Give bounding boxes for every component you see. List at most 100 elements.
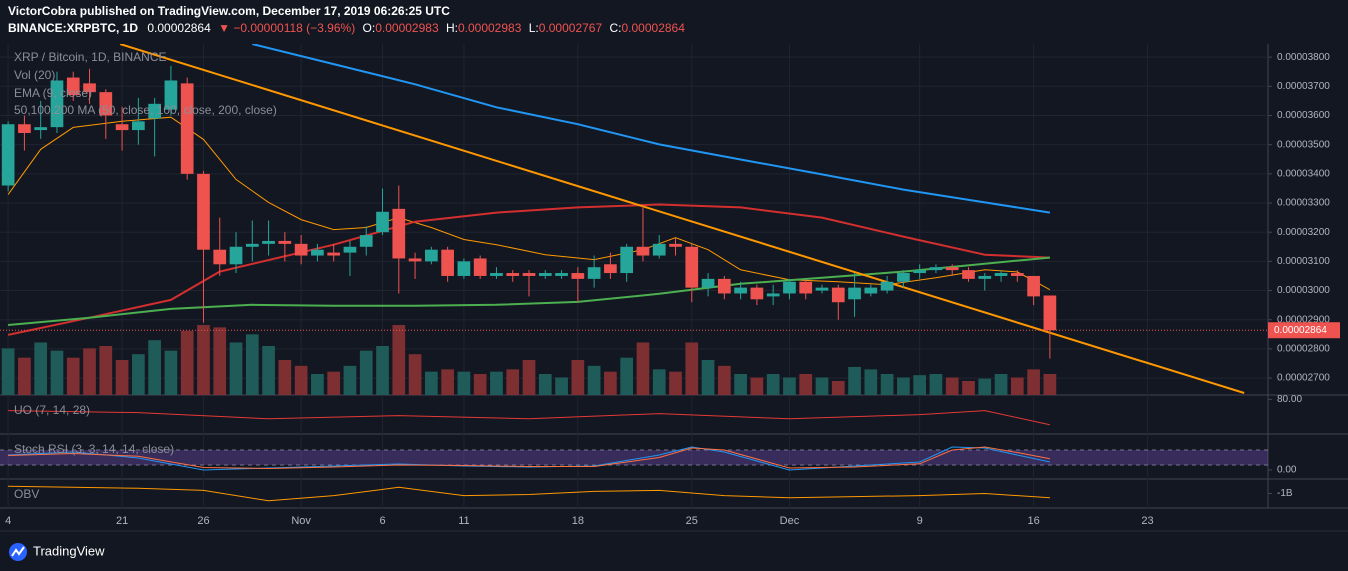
candle-body xyxy=(148,103,161,119)
volume-bar xyxy=(652,369,666,395)
candle-body xyxy=(473,258,487,276)
volume-bar xyxy=(994,374,1008,395)
candle-body xyxy=(799,281,813,294)
x-tick-label: 11 xyxy=(458,515,469,527)
volume-bar xyxy=(441,369,454,395)
volume-bar xyxy=(408,354,422,395)
candle-body xyxy=(783,281,796,294)
volume-bar xyxy=(376,346,389,395)
candle-body xyxy=(424,249,438,262)
volume-bar xyxy=(669,371,682,395)
volume-bar xyxy=(962,381,975,395)
candle-body xyxy=(717,278,731,294)
candle-body xyxy=(343,246,357,253)
candle-body xyxy=(864,287,878,294)
volume-bar xyxy=(831,381,845,395)
volume-bar xyxy=(766,374,780,395)
indicator-line xyxy=(8,446,1050,470)
candle-body xyxy=(229,246,243,265)
volume-bar xyxy=(571,360,585,395)
x-tick-label: 25 xyxy=(686,515,698,527)
volume-bar xyxy=(424,371,438,395)
volume-bar xyxy=(799,374,813,395)
volume-bar xyxy=(880,374,894,395)
volume-bar xyxy=(734,374,747,395)
indicator-line xyxy=(119,44,1245,394)
candle-body xyxy=(180,83,194,174)
y-tick-label: 0.00003000 xyxy=(1277,285,1330,296)
x-tick-label: 21 xyxy=(116,515,128,527)
candle-body xyxy=(34,127,48,131)
candle-body xyxy=(962,270,975,279)
legend-item: 50,100,200 MA (50, close, 100, close, 20… xyxy=(14,103,277,117)
volume-bar xyxy=(99,346,113,395)
volume-bar xyxy=(229,342,243,395)
volume-bar xyxy=(750,377,764,395)
volume-bar xyxy=(701,360,715,395)
volume-bar xyxy=(783,377,796,395)
candle-body xyxy=(604,264,617,274)
y-tick-label: 0.00003300 xyxy=(1277,198,1330,209)
volume-bar xyxy=(343,365,357,395)
volume-bar xyxy=(148,340,161,395)
x-tick-label: 16 xyxy=(1027,515,1039,527)
legend-item: Vol (20) xyxy=(14,68,55,82)
candle-body xyxy=(1027,275,1040,297)
l-label: L: xyxy=(529,21,539,35)
c-value: 0.00002864 xyxy=(621,21,685,35)
y-tick-label: 0.00003200 xyxy=(1277,227,1330,238)
indicator-line xyxy=(8,446,1051,471)
volume-bar xyxy=(473,374,487,395)
volume-bar xyxy=(34,342,48,395)
change: ▼ −0.00000118 (−3.96%) xyxy=(218,21,355,35)
indicator-line xyxy=(8,485,1050,502)
volume-bar xyxy=(50,350,64,395)
candle-body xyxy=(652,243,666,256)
x-tick-label: Dec xyxy=(780,515,800,527)
header-info: BINANCE:XRPBTC, 1D 0.00002864 ▼ −0.00000… xyxy=(8,21,685,35)
volume-bar xyxy=(848,367,861,395)
indicator-line xyxy=(8,410,1051,426)
x-tick-label: 23 xyxy=(1141,515,1153,527)
y-tick-label: 0.00003700 xyxy=(1277,81,1330,92)
volume-bar xyxy=(213,327,227,395)
candle-body xyxy=(555,273,568,276)
volume-bar xyxy=(132,354,145,395)
indicators: 80.00 UO (7, 14, 28) 0.00 Stoch RSI (3, 3, … xyxy=(0,394,1302,502)
candle-body xyxy=(978,275,992,279)
candle-body xyxy=(376,211,389,233)
volume-bar xyxy=(1027,369,1040,395)
x-tick-label: Nov xyxy=(291,515,311,527)
candle-body xyxy=(164,80,178,110)
candle-body xyxy=(457,261,471,276)
volume-bar xyxy=(587,365,601,395)
y-tick-label: 0.00003500 xyxy=(1277,139,1330,150)
candle-body xyxy=(50,80,64,128)
candle-body xyxy=(83,83,96,93)
volume-bar xyxy=(392,325,406,395)
candle-body xyxy=(701,278,715,288)
volume-bar xyxy=(457,371,471,395)
volume-bar xyxy=(506,369,520,395)
volume-bar xyxy=(164,350,178,395)
candle-body xyxy=(506,273,520,276)
candle-body xyxy=(734,287,747,294)
logo-mark xyxy=(11,546,25,557)
header-line: VictorCobra published on TradingView.com… xyxy=(8,4,450,18)
volume-bar xyxy=(604,371,617,395)
candle-body xyxy=(311,249,324,256)
candle-body xyxy=(392,208,406,259)
indicator-label: OBV xyxy=(14,487,39,501)
y-tick-label: 0.00003100 xyxy=(1277,256,1330,267)
o-label: O: xyxy=(363,21,376,35)
footer-brand: TradingView xyxy=(33,543,105,558)
candle-body xyxy=(278,240,292,244)
candle-body xyxy=(945,267,959,271)
candle-body xyxy=(441,249,454,276)
volume-bar xyxy=(66,357,80,395)
candle-body xyxy=(262,240,275,244)
band-fill xyxy=(0,450,1268,465)
volume-bar xyxy=(897,377,910,395)
volume-bar xyxy=(278,360,292,395)
